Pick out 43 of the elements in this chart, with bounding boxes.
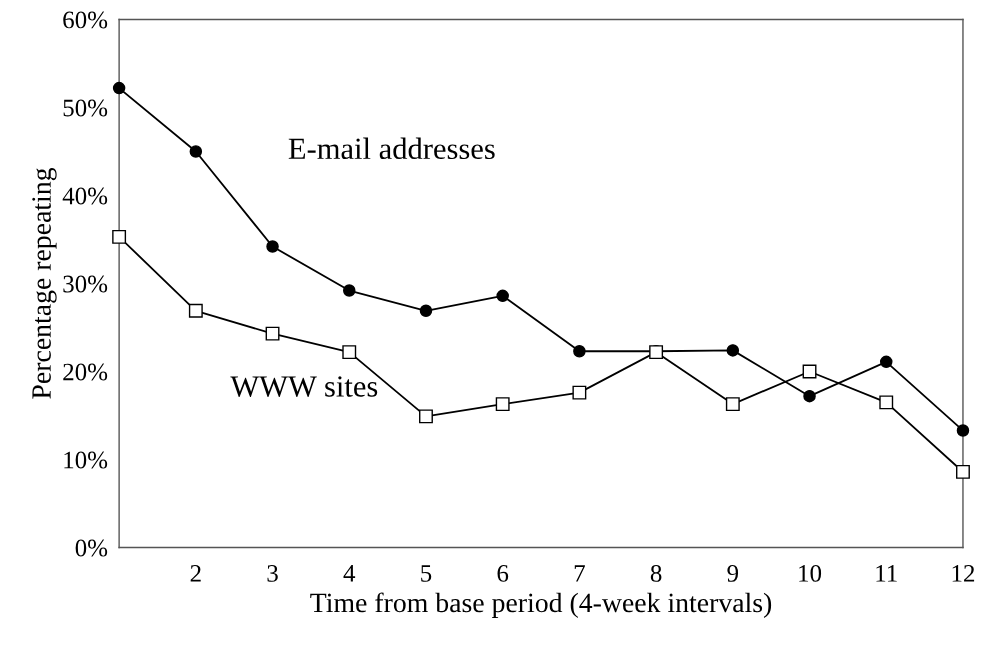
point: [343, 284, 356, 297]
y-tick-label: 0%: [75, 539, 108, 557]
point: [879, 355, 893, 369]
y-tick-label: 60%: [63, 11, 108, 29]
point: [112, 81, 126, 95]
point: [189, 145, 203, 158]
y-tick-label: 50%: [63, 99, 108, 117]
point: [112, 229, 127, 244]
x-axis-title: Time from base period (4-week intervals): [310, 592, 772, 618]
y-tick-label: 40%: [62, 187, 108, 205]
point: [342, 345, 357, 360]
point: [572, 385, 587, 400]
point: [726, 344, 740, 357]
y-tick-label: 10%: [64, 451, 108, 469]
point: [496, 289, 509, 303]
point: [803, 389, 816, 403]
x-tick-label: 10: [799, 564, 822, 582]
x-tick-label: 8: [650, 564, 662, 582]
x-tick-label: 7: [574, 565, 585, 582]
point: [879, 395, 894, 410]
point: [265, 326, 280, 341]
point: [573, 345, 586, 358]
y-tick-label: 30%: [63, 275, 108, 293]
x-tick-label: 9: [727, 565, 739, 582]
series-label: WWW sites: [230, 376, 378, 397]
x-tick-label: 2: [190, 565, 201, 582]
point: [419, 304, 433, 318]
point: [495, 397, 510, 412]
point: [725, 397, 740, 412]
x-tick-label: 3: [267, 565, 278, 582]
y-axis-title: Percentage repeating: [32, 167, 57, 399]
x-tick-label: 12: [952, 565, 975, 582]
point: [266, 240, 279, 253]
x-tick-label: 11: [876, 565, 897, 582]
point: [188, 303, 203, 318]
point: [956, 424, 970, 437]
point: [419, 409, 433, 424]
text: E-mail addresses: [288, 137, 495, 160]
point: [956, 464, 970, 479]
y-tick-label: 20%: [63, 363, 108, 381]
x-tick-label: 4: [343, 565, 356, 582]
x-tick-label: 5: [421, 565, 432, 582]
x-tick-label: 6: [497, 565, 509, 582]
